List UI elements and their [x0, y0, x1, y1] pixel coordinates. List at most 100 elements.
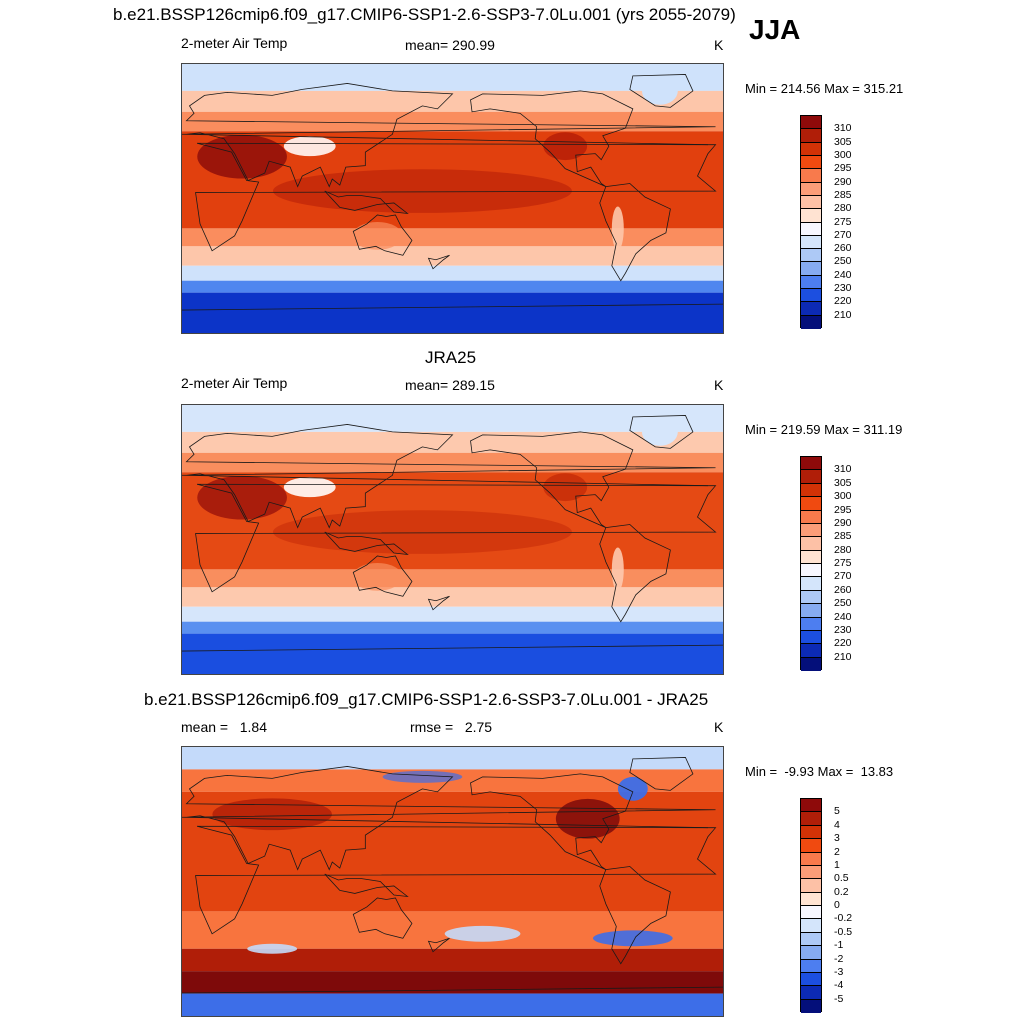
colorbar-tick-label: 230 — [834, 282, 852, 295]
colorbar-tick-label: -1 — [834, 939, 844, 952]
colorbar-tick-label: -4 — [834, 979, 844, 992]
colorbar-swatch — [801, 142, 821, 156]
colorbar-swatch — [801, 604, 821, 618]
colorbar-swatch — [801, 946, 821, 960]
colorbar-swatch — [801, 195, 821, 210]
colorbar-swatch — [801, 644, 821, 658]
colorbar-tick-label: 275 — [834, 557, 852, 569]
panel-1-units-label: K — [714, 37, 724, 53]
colorbar-swatch — [801, 275, 821, 290]
colorbar-swatch — [801, 839, 821, 853]
colorbar-swatch — [801, 470, 821, 484]
panel-2-mean-label: mean= 289.15 — [405, 377, 495, 393]
colorbar-tick-label: 300 — [834, 490, 852, 503]
panel-2-title: JRA25 — [425, 348, 477, 367]
colorbar-swatch — [801, 129, 821, 143]
panel-3-units-label: K — [714, 719, 724, 735]
colorbar-tick-label: 1 — [834, 858, 840, 871]
colorbar-tick-label: 310 — [834, 463, 852, 476]
colorbar-tick-label: 4 — [834, 818, 840, 831]
colorbar-swatch — [801, 590, 821, 605]
colorbar-tick-label: -0.5 — [834, 925, 853, 938]
colorbar-swatch — [801, 315, 821, 329]
colorbar-swatch — [801, 879, 821, 893]
colorbar-swatch — [801, 617, 821, 631]
colorbar-tick-label: 3 — [834, 832, 840, 845]
colorbar-tick-label: 210 — [834, 308, 852, 321]
colorbar-tick-label: 285 — [834, 530, 852, 543]
colorbar-swatch — [801, 959, 821, 973]
colorbar-tick-label: 260 — [834, 242, 852, 255]
colorbar-swatch — [801, 209, 821, 223]
colorbar-tick-label: -5 — [834, 992, 844, 1005]
colorbar-tick-label: 250 — [834, 255, 852, 268]
panel-3-rmse-label: rmse = 2.75 — [410, 719, 493, 735]
panel-1-map — [181, 63, 724, 334]
colorbar-swatch — [801, 657, 821, 671]
colorbar-tick-label: 305 — [834, 135, 852, 148]
colorbar-tick-label: -0.2 — [834, 912, 853, 925]
colorbar-tick-label: 290 — [834, 516, 852, 529]
season-label: JJA — [749, 14, 801, 45]
panel-1-minmax-label: Min = 214.56 Max = 315.21 — [745, 81, 904, 96]
colorbar-swatch — [801, 523, 821, 538]
panel-2-minmax-label: Min = 219.59 Max = 311.19 — [745, 422, 903, 437]
panel-3-mean-label: mean = 1.84 — [181, 719, 268, 735]
colorbar-swatch — [801, 564, 821, 578]
colorbar-swatch — [801, 169, 821, 183]
colorbar-tick-label: 5 — [834, 805, 840, 818]
panel-2-units-label: K — [714, 377, 724, 393]
panel-1-mean-label: mean= 290.99 — [405, 37, 495, 53]
colorbar-swatch — [801, 852, 821, 866]
panel-2-map — [181, 404, 724, 675]
colorbar-tick-label: 285 — [834, 188, 852, 201]
panel-2-variable-label: 2-meter Air Temp — [181, 375, 288, 391]
colorbar-tick-label: 240 — [834, 610, 852, 623]
colorbar-swatch — [801, 986, 821, 1000]
colorbar-tick-label: 295 — [834, 503, 852, 516]
colorbar-tick-label: 280 — [834, 543, 852, 556]
colorbar-tick-label: 220 — [834, 637, 852, 650]
colorbar-tick-label: -3 — [834, 965, 844, 978]
colorbar-swatch — [801, 182, 821, 196]
colorbar-swatch — [801, 906, 821, 920]
colorbar-swatch — [801, 497, 821, 511]
panel-3-minmax-label: Min = -9.93 Max = 13.83 — [745, 764, 894, 779]
colorbar-tick-label: 290 — [834, 175, 852, 188]
colorbar-swatch — [801, 799, 821, 813]
colorbar-tick-label: 240 — [834, 268, 852, 281]
panel-3-title: b.e21.BSSP126cmip6.f09_g17.CMIP6-SSP1-2.… — [144, 690, 709, 709]
colorbar-tick-label: 300 — [834, 148, 852, 161]
panel-3-map — [181, 746, 724, 1017]
colorbar-swatch — [801, 457, 821, 471]
colorbar-swatch — [801, 302, 821, 316]
colorbar-swatch — [801, 289, 821, 303]
colorbar-swatch — [801, 630, 821, 645]
colorbar-swatch — [801, 155, 821, 170]
colorbar-tick-label: 250 — [834, 597, 852, 610]
colorbar-tick-label: 230 — [834, 623, 852, 636]
colorbar-tick-label: 260 — [834, 583, 852, 596]
colorbar-tick-label: 280 — [834, 202, 852, 215]
colorbar-swatch — [801, 483, 821, 498]
colorbar-swatch — [801, 249, 821, 263]
colorbar-swatch — [801, 510, 821, 524]
colorbar-tick-label: 210 — [834, 650, 852, 663]
colorbar-tick-label: -2 — [834, 952, 844, 965]
colorbar-tick-label: 295 — [834, 162, 852, 175]
colorbar-tick-label: 305 — [834, 476, 852, 489]
panel-2-colorbar — [800, 456, 822, 671]
panel-1-title: b.e21.BSSP126cmip6.f09_g17.CMIP6-SSP1-2.… — [113, 5, 736, 24]
colorbar-tick-label: 0.5 — [834, 872, 849, 885]
colorbar-swatch — [801, 812, 821, 826]
colorbar-swatch — [801, 222, 821, 236]
colorbar-swatch — [801, 972, 821, 987]
panel-1-variable-label: 2-meter Air Temp — [181, 35, 288, 51]
colorbar-swatch — [801, 932, 821, 947]
colorbar-tick-label: 0 — [834, 899, 840, 911]
colorbar-swatch — [801, 116, 821, 130]
colorbar-swatch — [801, 262, 821, 276]
colorbar-swatch — [801, 919, 821, 933]
colorbar-tick-label: 2 — [834, 845, 840, 858]
colorbar-tick-label: 310 — [834, 122, 852, 135]
